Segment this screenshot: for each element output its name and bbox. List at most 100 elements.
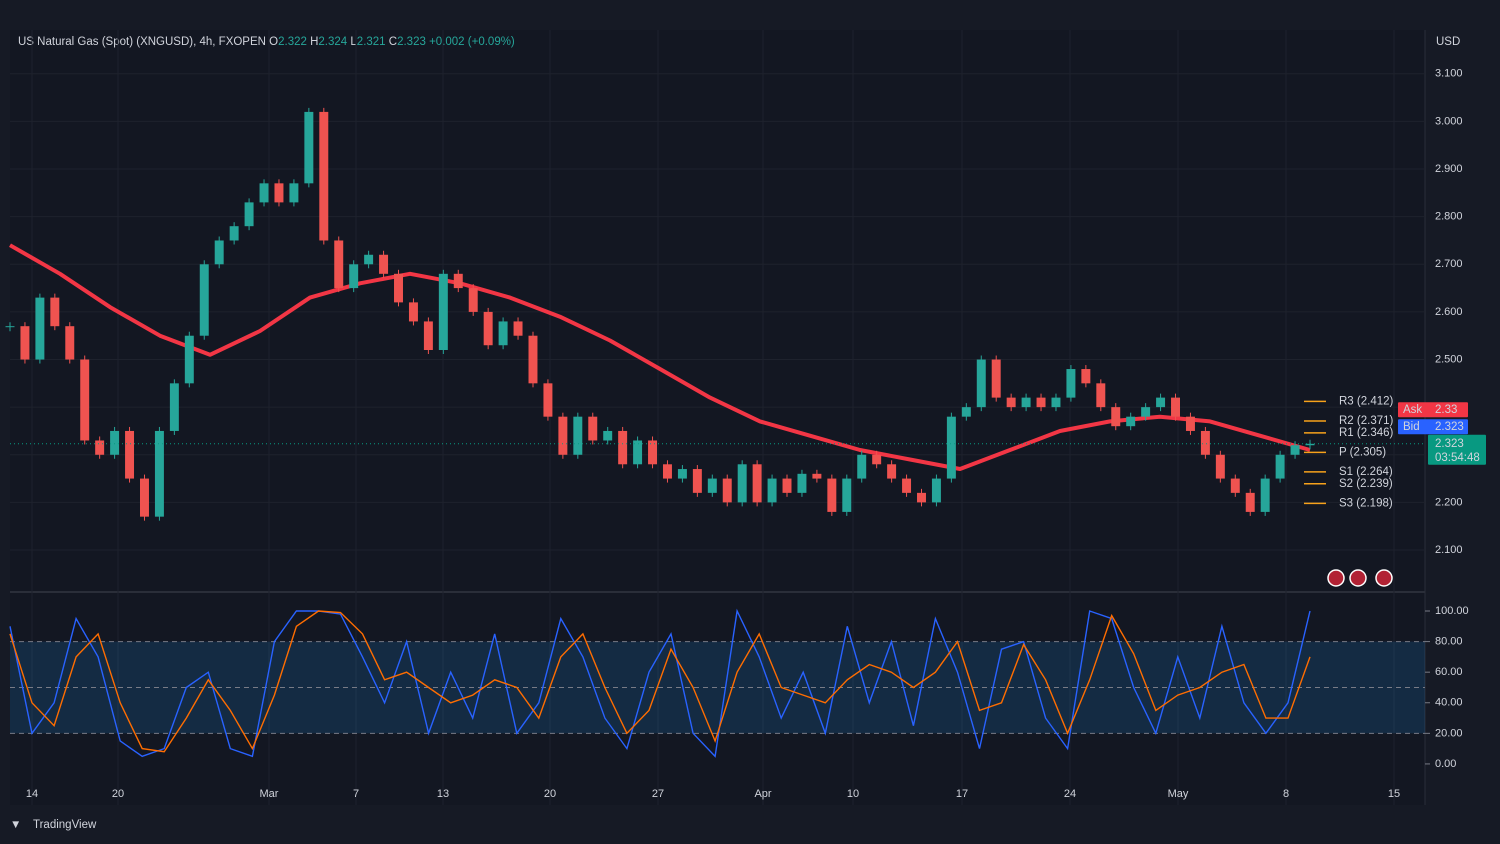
ask-label: Ask [1403, 404, 1422, 416]
candle [902, 478, 912, 493]
ask-box [1398, 402, 1468, 418]
chart-header: US Natural Gas (Spot) (XNGUSD), 4h, FXOP… [18, 36, 515, 48]
candle [513, 321, 523, 336]
candle [1081, 369, 1091, 384]
countdown: 03:54:48 [1435, 452, 1480, 464]
candle [319, 111, 329, 241]
brand-text: TradingView [33, 819, 97, 831]
candle [1200, 430, 1210, 455]
x-tick-label: 20 [544, 788, 556, 800]
candle [633, 440, 643, 465]
candle [917, 492, 926, 503]
pivot-label: R1 (2.346) [1339, 427, 1394, 439]
candle [110, 430, 120, 455]
change-value: +0.002 [429, 36, 465, 48]
candle [453, 273, 463, 289]
bid-label: Bid [1403, 421, 1420, 433]
candle [961, 407, 971, 417]
candle [752, 464, 762, 503]
candle [394, 273, 403, 303]
candle [1215, 454, 1225, 479]
x-tick-label: 17 [956, 788, 968, 800]
candle [259, 183, 269, 203]
candle [1036, 397, 1046, 408]
candle [20, 326, 30, 360]
candle [438, 273, 448, 350]
candle [558, 416, 568, 455]
candle [1230, 478, 1240, 493]
candle [65, 326, 75, 360]
candle [1260, 478, 1270, 512]
change-value: (+0.09%) [468, 36, 515, 48]
oscillator-tick-label: 60.00 [1435, 666, 1463, 678]
chart-title: US Natural Gas (Spot) (XNGUSD), 4h, FXOP… [18, 36, 266, 48]
candle [677, 469, 687, 479]
candle [214, 240, 224, 265]
brand-logo: ▼ [10, 819, 21, 831]
candle [976, 359, 986, 408]
x-tick-label: May [1168, 788, 1189, 800]
candle [782, 478, 792, 493]
x-tick-label: 7 [353, 788, 359, 800]
candle [1096, 383, 1106, 408]
x-tick-label: Mar [260, 788, 279, 800]
ohlc-label: C [389, 36, 397, 48]
y-tick-label: 2.900 [1435, 163, 1463, 175]
candle [483, 311, 493, 346]
x-tick-label: 10 [847, 788, 859, 800]
candle [244, 202, 254, 227]
pivot-label: S1 (2.264) [1339, 466, 1393, 478]
candle [931, 478, 941, 503]
candle [887, 464, 897, 479]
ohlc-value: 2.324 [318, 36, 347, 48]
y-tick-label: 3.000 [1435, 115, 1463, 127]
candle [648, 440, 658, 465]
candle [274, 183, 284, 203]
y-tick-label: 2.700 [1435, 258, 1463, 270]
candle [1305, 443, 1315, 446]
y-tick-label: 2.200 [1435, 496, 1463, 508]
candle [304, 111, 314, 184]
ask-value: 2.33 [1435, 404, 1457, 416]
x-tick-label: 15 [1388, 788, 1400, 800]
candle [1156, 397, 1166, 408]
candle [154, 430, 164, 517]
y-tick-label: 2.500 [1435, 353, 1463, 365]
candle [797, 473, 807, 493]
ohlc-label: L [350, 36, 357, 48]
currency-label: USD [1436, 36, 1460, 48]
oscillator-line [9, 608, 1311, 758]
pivot-label: P (2.305) [1339, 446, 1386, 458]
candle [842, 478, 852, 512]
candle [1066, 369, 1076, 398]
candle [737, 464, 747, 503]
candle [543, 383, 553, 417]
pivot-label: S3 (2.198) [1339, 497, 1393, 509]
bid-box [1398, 419, 1468, 435]
candle [35, 297, 45, 360]
candle [1245, 492, 1255, 512]
candle [1185, 416, 1195, 431]
candle [1111, 407, 1121, 427]
candle [692, 469, 702, 493]
candle [662, 464, 672, 479]
candle [95, 440, 105, 455]
candle [379, 254, 389, 274]
candle [528, 335, 538, 384]
candle [767, 478, 777, 503]
candle [1290, 445, 1300, 455]
oscillator-tick-label: 100.00 [1435, 605, 1469, 617]
oscillator-tick-label: 40.00 [1435, 697, 1463, 709]
brand: ▼ TradingView [10, 819, 97, 831]
x-tick-label: 27 [652, 788, 664, 800]
candle [1021, 397, 1031, 408]
x-tick-label: 8 [1283, 788, 1289, 800]
candle [722, 478, 732, 503]
oscillator-line [9, 610, 1311, 753]
ohlc-label: O [269, 36, 278, 48]
y-tick-label: 2.800 [1435, 211, 1463, 223]
candle [408, 302, 418, 322]
candle [334, 240, 344, 289]
